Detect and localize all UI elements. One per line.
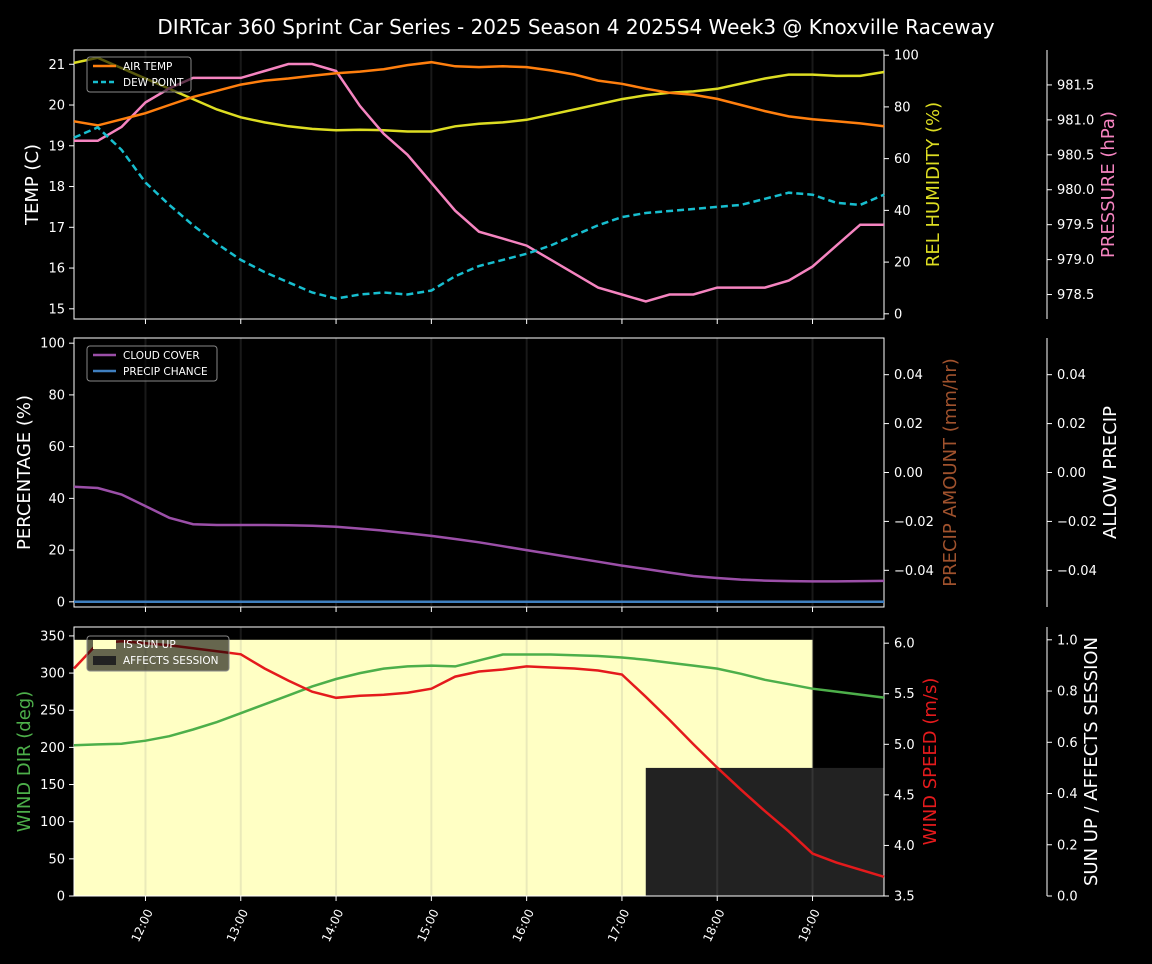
air-temp-line (73, 60, 885, 128)
y-tick-label: 0.02 (1057, 417, 1086, 432)
humidity-axis-label: REL HUMIDITY (%) (923, 102, 944, 267)
y-tick-label: 17 (48, 221, 65, 236)
y-tick-label: 980.0 (1057, 183, 1094, 198)
legend-label-air-temp: AIR TEMP (123, 61, 172, 73)
cloud-cover-line (73, 485, 885, 583)
y-tick-label: 4.5 (894, 788, 915, 803)
y-tick-label: 150 (40, 778, 65, 793)
legend-swatch-sun-up (93, 640, 116, 649)
legend-swatch-affects-session (93, 656, 116, 665)
y-tick-label: 18 (48, 180, 65, 195)
panel-frame (73, 626, 885, 897)
precip-amount-axis-label: PRECIP AMOUNT (mm/hr) (940, 358, 961, 587)
legend-box (86, 635, 230, 672)
dew-point-line (73, 125, 885, 300)
y-tick-label: 300 (40, 667, 65, 682)
allow-precip-axis-label: ALLOW PRECIP (1100, 406, 1121, 539)
sun-up-axis-label: SUN UP / AFFECTS SESSION (1081, 637, 1102, 886)
pressure-axis-label: PRESSURE (hPa) (1098, 111, 1119, 258)
y-tick-label: −0.04 (1057, 564, 1097, 579)
y-tick-label: 15 (48, 302, 65, 317)
panel-frame (73, 49, 885, 320)
y-tick-label: 50 (48, 852, 65, 867)
y-tick-label: 1.0 (1057, 633, 1078, 648)
legend-label-affects-session: AFFECTS SESSION (123, 655, 219, 667)
percentage-axis-label: PERCENTAGE (%) (14, 395, 35, 550)
legend-label-cloud-cover: CLOUD COVER (123, 350, 200, 362)
y-tick-label: 100 (40, 337, 65, 352)
y-tick-label: 20 (894, 256, 911, 271)
y-tick-label: 80 (48, 388, 65, 403)
pressure-line (74, 62, 884, 303)
legend-label-dew-point: DEW POINT (123, 77, 184, 89)
y-tick-label: 981.5 (1057, 78, 1094, 93)
y-tick-label: 350 (40, 629, 65, 644)
chart-title: DIRTcar 360 Sprint Car Series - 2025 Sea… (157, 15, 994, 39)
y-tick-label: 100 (894, 49, 919, 64)
wind-dir-line (73, 653, 885, 747)
y-tick-label: 40 (48, 492, 65, 507)
legend-box (86, 345, 218, 382)
y-tick-label: 0.4 (1057, 787, 1078, 802)
y-tick-label: 0.00 (894, 466, 923, 481)
y-tick-label: 20 (48, 544, 65, 559)
y-tick-label: 5.5 (894, 687, 915, 702)
y-tick-label: 0 (57, 890, 65, 905)
y-tick-label: 0.02 (894, 417, 923, 432)
y-tick-label: 100 (40, 815, 65, 830)
legend-label-precip-chance: PRECIP CHANCE (123, 366, 208, 378)
y-tick-label: 0.2 (1057, 838, 1078, 853)
affects-session-area (645, 767, 884, 896)
y-tick-label: 0.6 (1057, 736, 1078, 751)
wind-dir-axis-label: WIND DIR (deg) (14, 691, 35, 833)
y-tick-label: 0.0 (1057, 890, 1078, 905)
y-tick-label: 250 (40, 704, 65, 719)
y-tick-label: 979.0 (1057, 253, 1094, 268)
y-tick-label: 60 (894, 152, 911, 167)
y-tick-label: 16 (48, 262, 65, 277)
y-tick-label: −0.02 (894, 515, 934, 530)
y-tick-label: 200 (40, 741, 65, 756)
y-tick-label: −0.02 (1057, 515, 1097, 530)
y-tick-label: 0.04 (1057, 368, 1086, 383)
y-tick-label: 19 (48, 139, 65, 154)
y-tick-label: 4.0 (894, 839, 915, 854)
y-tick-label: 5.0 (894, 738, 915, 753)
y-tick-label: 0.00 (1057, 466, 1086, 481)
y-tick-label: 979.5 (1057, 218, 1094, 233)
y-tick-label: 40 (894, 204, 911, 219)
y-tick-label: 21 (48, 58, 65, 73)
humidity-line (73, 56, 885, 133)
y-tick-label: 981.0 (1057, 113, 1094, 128)
y-tick-label: 0.8 (1057, 685, 1078, 700)
y-tick-label: −0.04 (894, 564, 934, 579)
y-tick-label: 978.5 (1057, 288, 1094, 303)
y-tick-label: 0 (57, 595, 65, 610)
y-tick-label: 980.5 (1057, 148, 1094, 163)
y-tick-label: 6.0 (894, 637, 915, 652)
temp-axis-label: TEMP (C) (22, 144, 43, 226)
y-tick-label: 60 (48, 440, 65, 455)
y-tick-label: 20 (48, 99, 65, 114)
legend-label-sun-up: IS SUN UP (123, 639, 176, 651)
y-tick-label: 3.5 (894, 890, 915, 905)
y-tick-label: 0 (894, 307, 902, 322)
y-tick-label: 80 (894, 100, 911, 115)
y-tick-label: 0.04 (894, 368, 923, 383)
wind-speed-axis-label: WIND SPEED (m/s) (920, 678, 941, 846)
